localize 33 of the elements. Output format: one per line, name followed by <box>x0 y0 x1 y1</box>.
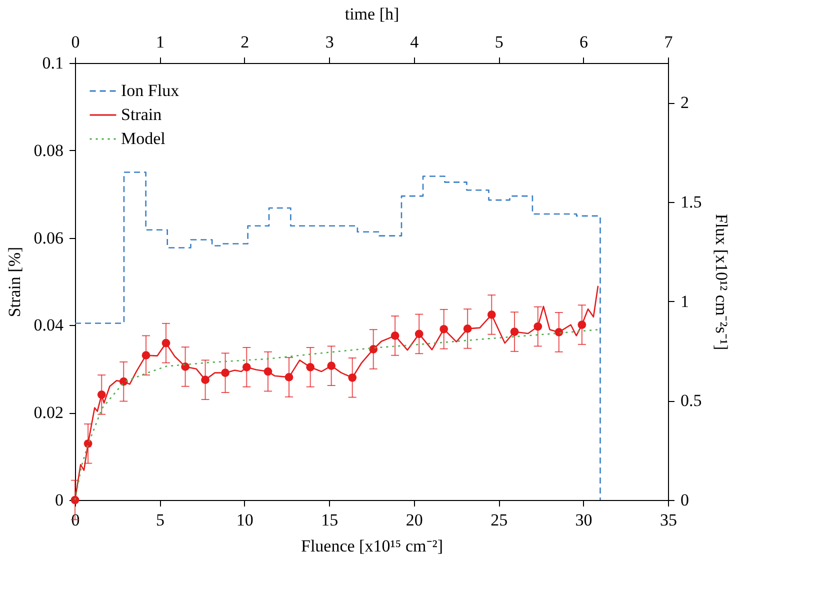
legend-label: Strain <box>121 105 162 124</box>
y2-tick-label: 0 <box>680 490 689 510</box>
y-tick-label: 0.1 <box>42 54 64 72</box>
y-tick-label: 0.06 <box>34 228 64 248</box>
y-tick-label: 0.08 <box>34 140 64 160</box>
y-tick-label: 0 <box>55 490 64 510</box>
x-tick-label: 20 <box>406 510 423 530</box>
x2-tick-label: 7 <box>664 32 674 52</box>
y-tick-label: 0.04 <box>34 316 64 335</box>
x2-axis-title: time [h] <box>344 4 400 24</box>
x2-tick-label: 4 <box>410 32 420 52</box>
x-tick-label: 25 <box>490 510 508 530</box>
y-axis-title: Strain [%] <box>4 246 24 318</box>
y2-tick-label: 1 <box>680 292 689 311</box>
y2-tick-label: 0.5 <box>680 391 702 410</box>
y2-axis-title: Flux [x10¹² cm⁻²s⁻¹] <box>712 214 731 350</box>
x2-tick-label: 5 <box>494 32 504 52</box>
x-tick-label: 5 <box>156 510 164 530</box>
x-tick-label: 15 <box>321 510 338 530</box>
x2-tick-label: 3 <box>325 32 334 52</box>
x-tick-label: 30 <box>575 510 592 530</box>
x2-tick-label: 1 <box>156 32 164 52</box>
x2-tick-label: 2 <box>240 32 250 52</box>
x-axis-title: Fluence [x10¹⁵ cm⁻²] <box>300 536 444 556</box>
x2-tick-label: 6 <box>580 32 588 52</box>
y2-tick-label: 1.5 <box>680 192 702 212</box>
y-tick-label: 0.02 <box>34 403 64 422</box>
x2-tick-label: 0 <box>71 32 80 52</box>
legend-label: Ion Flux <box>121 81 180 100</box>
legend-label: Model <box>121 129 166 148</box>
y2-tick-label: 2 <box>680 93 689 112</box>
x-tick-label: 10 <box>236 510 254 530</box>
x-tick-label: 35 <box>660 510 677 530</box>
